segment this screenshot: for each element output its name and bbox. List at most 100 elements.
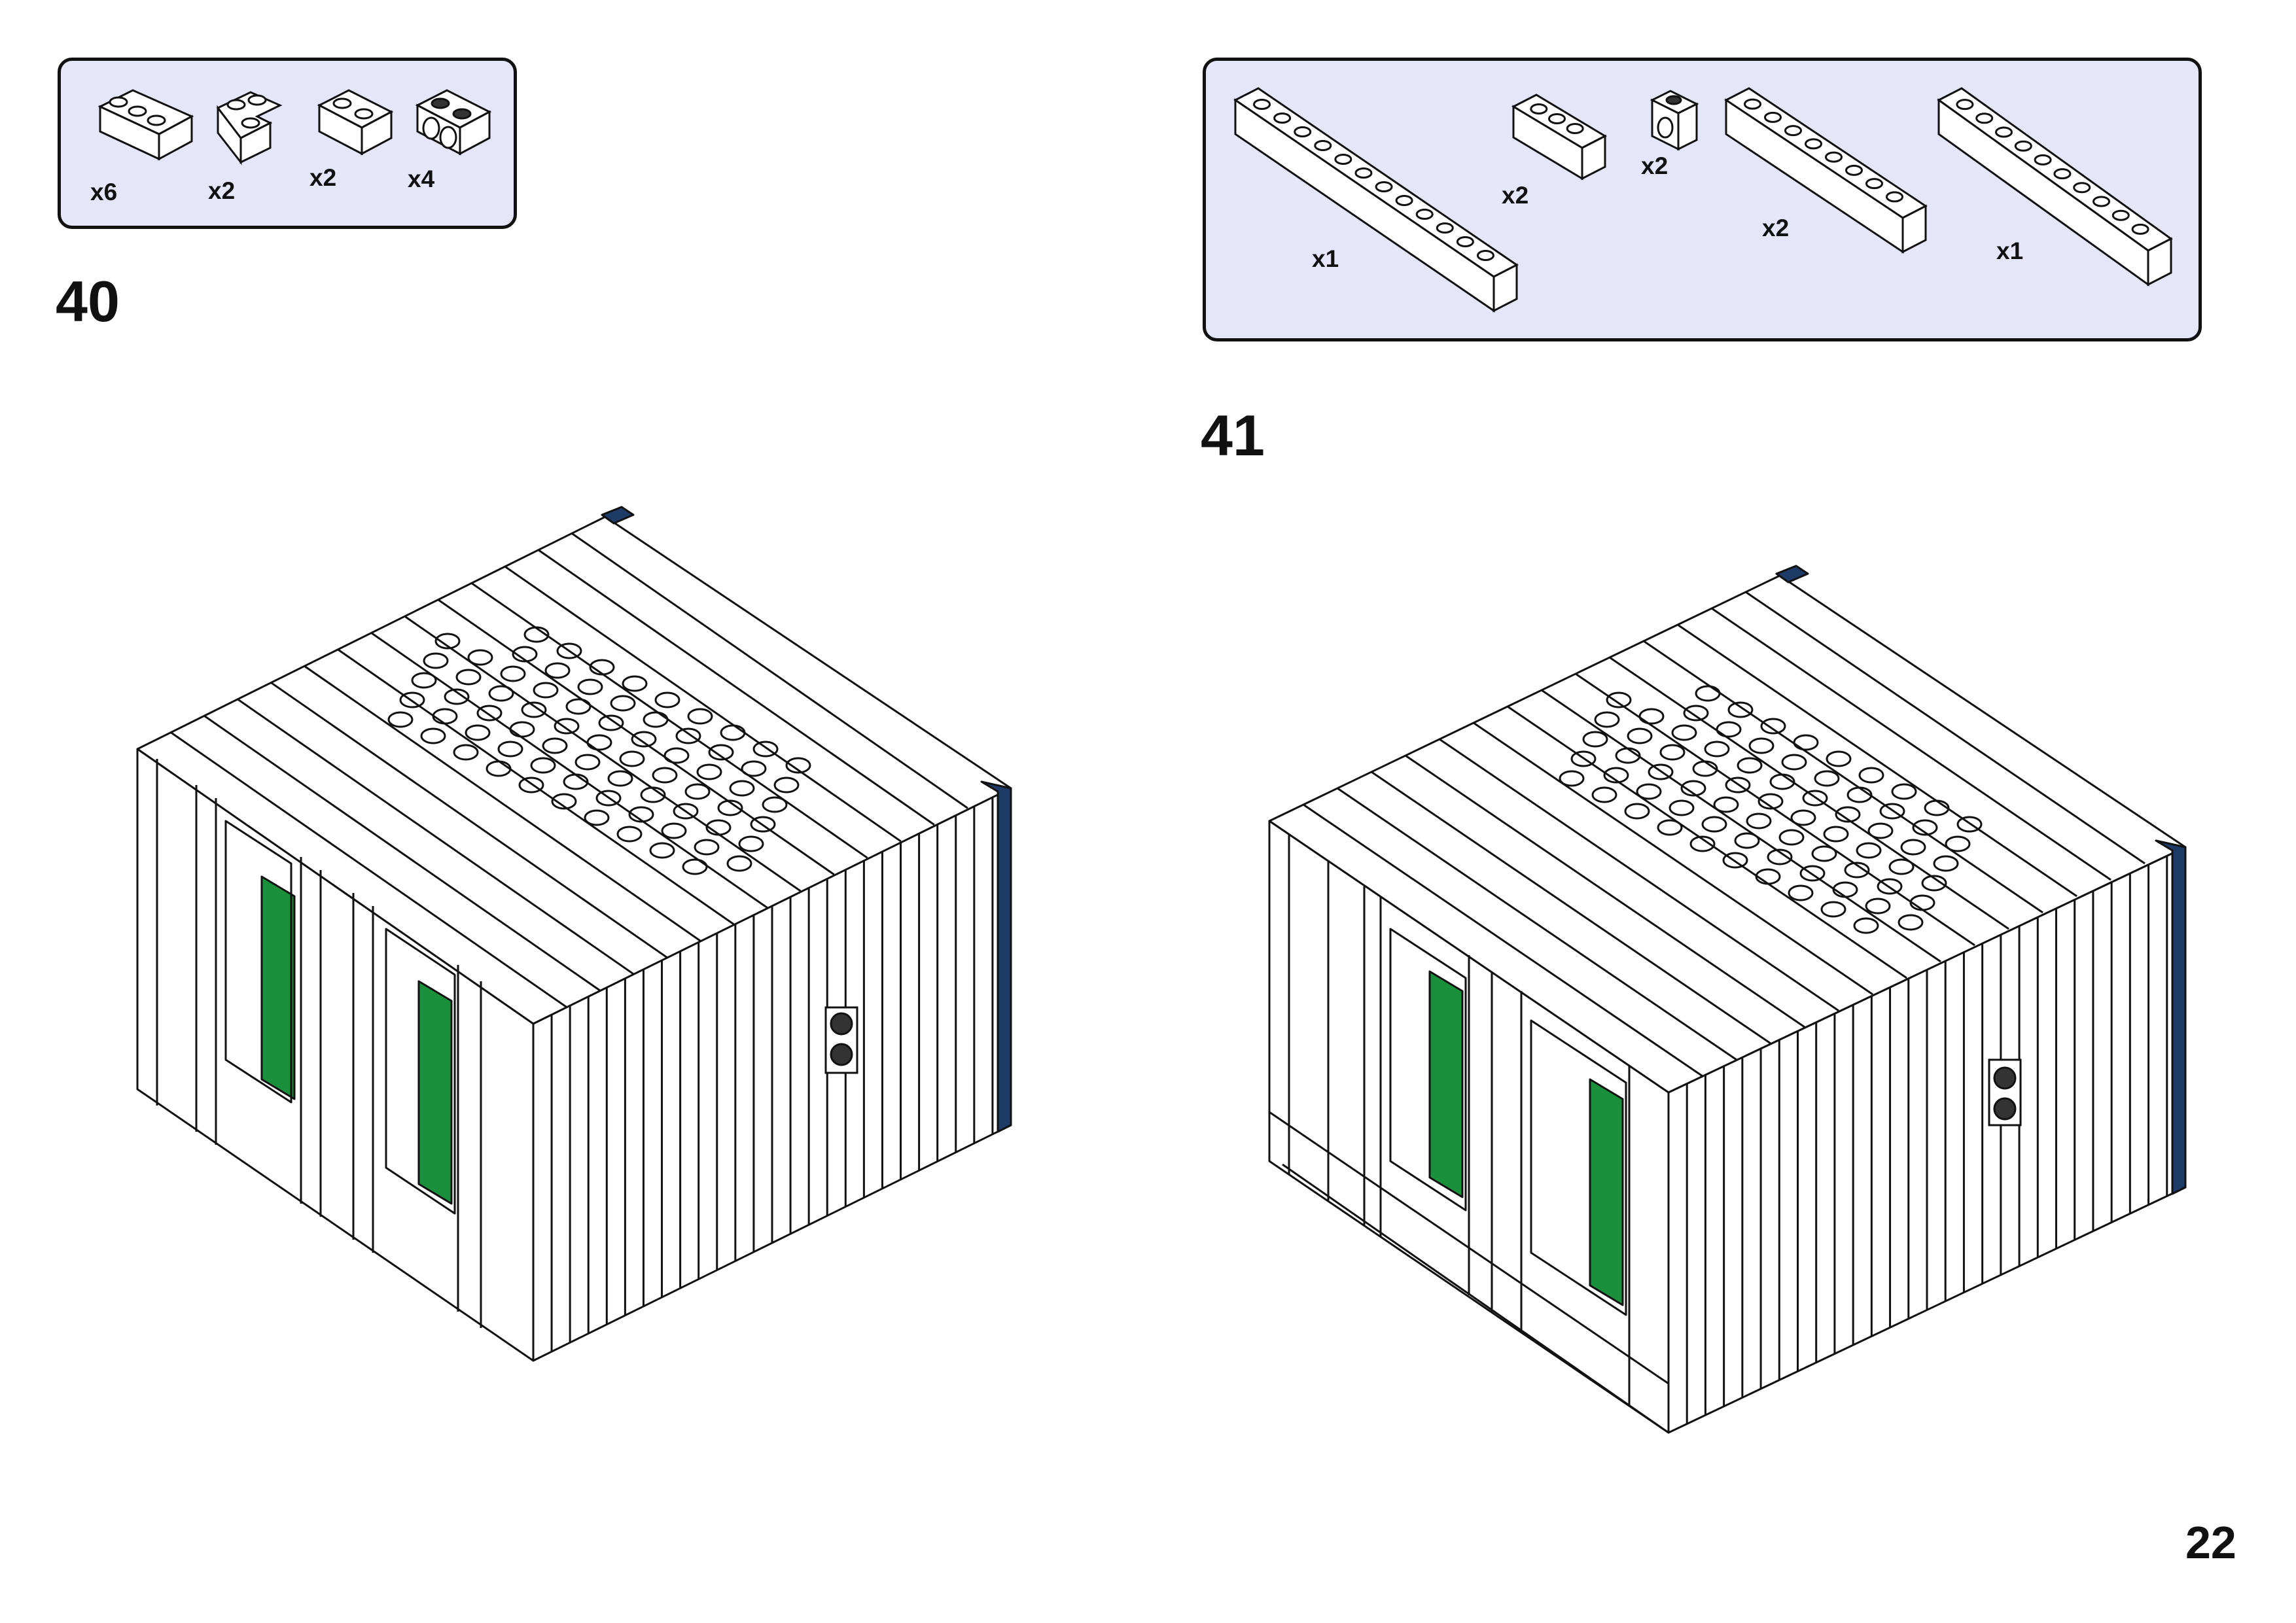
stud xyxy=(1476,250,1494,261)
stud xyxy=(1778,829,1805,846)
stud xyxy=(1594,711,1620,728)
stud xyxy=(2034,154,2052,166)
stud xyxy=(684,783,711,800)
part-qty: x2 xyxy=(1502,182,1529,209)
technic-brick-1x1-hole-white-icon xyxy=(1650,90,1699,151)
stud xyxy=(1995,126,2013,138)
stud xyxy=(1793,734,1819,751)
stud xyxy=(1638,708,1665,725)
stud xyxy=(1846,786,1873,803)
stud xyxy=(1746,812,1772,829)
stud xyxy=(1767,848,1793,865)
stud xyxy=(1784,125,1802,137)
stud xyxy=(2053,168,2072,180)
part-qty: x1 xyxy=(1312,245,1339,272)
stud xyxy=(622,675,648,692)
part-qty: x2 xyxy=(309,164,337,191)
stud xyxy=(1858,767,1884,784)
stud xyxy=(1921,875,1947,892)
stud xyxy=(1566,123,1584,134)
stud xyxy=(1757,793,1784,810)
brick-corner-white-icon xyxy=(216,91,283,166)
stud xyxy=(1832,881,1858,898)
stud xyxy=(444,688,470,705)
stud xyxy=(542,737,568,754)
stud xyxy=(652,767,678,784)
step-41-parts-panel: x1 x2 x2 x2 x1 xyxy=(1203,58,2202,341)
stud xyxy=(1744,98,1761,110)
stud xyxy=(1844,862,1870,879)
stud xyxy=(2111,209,2130,221)
stud xyxy=(1867,822,1894,839)
stud xyxy=(1886,191,1903,203)
step-40-parts-art xyxy=(97,89,492,166)
stud xyxy=(1805,138,1822,150)
part-qty: x2 xyxy=(1641,152,1669,179)
stud xyxy=(1734,832,1760,849)
stud xyxy=(1769,773,1795,790)
stud xyxy=(1636,783,1662,800)
stud xyxy=(565,698,592,715)
stud xyxy=(1825,151,1843,163)
part-qty: x1 xyxy=(1996,237,2024,264)
stud xyxy=(551,793,577,810)
stud xyxy=(512,646,538,663)
stud xyxy=(1530,103,1548,114)
stud xyxy=(1716,721,1742,738)
page-number: 22 xyxy=(2185,1517,2236,1568)
stud xyxy=(785,757,811,774)
stud xyxy=(1945,835,1971,852)
stud xyxy=(607,770,633,787)
stud xyxy=(1933,855,1959,872)
stud xyxy=(1865,898,1891,915)
stud xyxy=(1814,770,1840,787)
part-qty: x2 xyxy=(1762,215,1790,241)
stud xyxy=(530,757,556,774)
stud xyxy=(1559,770,1585,787)
stud xyxy=(574,754,601,771)
stud xyxy=(423,652,449,669)
stud xyxy=(411,672,437,689)
stud xyxy=(1415,209,1434,220)
stud xyxy=(467,649,493,666)
stud xyxy=(1683,705,1709,722)
stud xyxy=(1294,126,1312,137)
stud xyxy=(1912,819,1938,836)
stud xyxy=(1624,803,1650,820)
stud xyxy=(675,727,701,744)
stud xyxy=(1924,799,1950,816)
stud xyxy=(1548,113,1566,124)
brick-1x2-white-icon xyxy=(317,89,394,156)
stud xyxy=(619,750,645,767)
stud xyxy=(1975,113,1994,124)
stud xyxy=(387,711,414,728)
stud xyxy=(762,796,788,813)
stud xyxy=(1627,727,1653,744)
step-number: 40 xyxy=(56,269,120,334)
stud xyxy=(2093,196,2110,207)
stud xyxy=(465,724,491,741)
stud xyxy=(610,695,636,712)
stud xyxy=(649,842,675,859)
stud xyxy=(1671,724,1697,741)
stud xyxy=(533,682,559,699)
stud xyxy=(1826,750,1852,767)
stud xyxy=(1582,731,1608,748)
stud xyxy=(1375,181,1393,192)
step-40-parts-panel: x6 x2 x2 x4 xyxy=(58,58,517,229)
stud xyxy=(1701,816,1727,833)
stud xyxy=(1835,806,1861,823)
stud xyxy=(726,855,752,872)
stud xyxy=(1865,178,1883,190)
stud xyxy=(476,705,503,722)
stud xyxy=(1603,767,1629,784)
stud xyxy=(1956,99,1974,111)
stud xyxy=(1888,858,1915,875)
part-qty: x4 xyxy=(408,166,435,192)
technic-pin-dark-icon xyxy=(824,1006,858,1074)
stud xyxy=(738,835,764,852)
stud xyxy=(434,633,461,650)
stud xyxy=(1790,809,1816,826)
stud xyxy=(500,665,526,682)
